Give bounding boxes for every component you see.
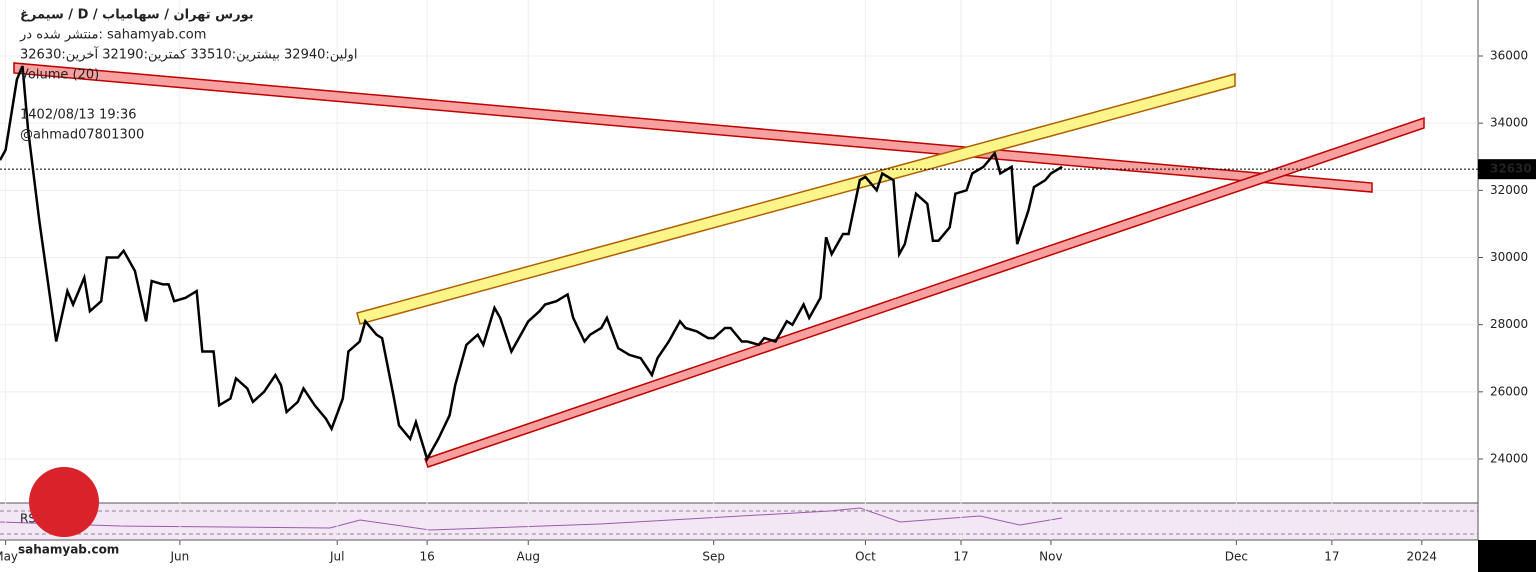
y-tick-label: 28000 <box>1490 317 1528 331</box>
ohlc: اولین:32940 بیشترین:33510 کمترین:32190 آ… <box>20 46 357 63</box>
x-tick-label: 2024 <box>1407 550 1438 564</box>
x-tick-label: Dec <box>1225 550 1248 564</box>
y-tick-label: 34000 <box>1490 116 1528 130</box>
trend-channel <box>13 62 1373 193</box>
last-price-box <box>1478 159 1536 180</box>
author: @ahmad07801300 <box>20 128 144 143</box>
date: 1402/08/13 19:36 <box>20 108 137 123</box>
trend-lines <box>13 62 1425 468</box>
trend-channel <box>356 73 1236 325</box>
x-tick-label: May <box>0 550 18 564</box>
y-tick-label: 36000 <box>1490 48 1528 62</box>
title: سیمرغ / D / بورس تهران / سهامیاب <box>20 8 254 23</box>
plot <box>0 65 1478 463</box>
trend-channel <box>424 116 1425 468</box>
rsi-line <box>0 507 1063 531</box>
x-tick-label: Nov <box>1039 550 1062 564</box>
logo <box>29 467 99 537</box>
published: منتشر شده در: sahamyab.com <box>19 28 206 43</box>
price-line <box>0 65 1063 463</box>
x-tick-label: Oct <box>855 550 876 564</box>
y-tick-label: 32000 <box>1490 183 1528 197</box>
x-tick-label: 16 <box>419 550 434 564</box>
x-tick-label: Jun <box>169 550 189 564</box>
x-tick-label: Aug <box>517 550 540 564</box>
x-tick-label: 17 <box>1324 550 1339 564</box>
corner <box>1478 540 1536 572</box>
last-price-label: 32630 <box>1490 162 1532 176</box>
x-tick-label: Jul <box>329 550 344 564</box>
x-tick-label: 17 <box>953 550 968 564</box>
x-tick-label: Sep <box>702 550 725 564</box>
y-tick-label: 30000 <box>1490 250 1528 264</box>
y-tick-label: 26000 <box>1490 384 1528 398</box>
watermark: sahamyab.com <box>18 543 119 557</box>
y-tick-label: 24000 <box>1490 452 1528 466</box>
volume-label: Volume (20) <box>20 68 99 83</box>
